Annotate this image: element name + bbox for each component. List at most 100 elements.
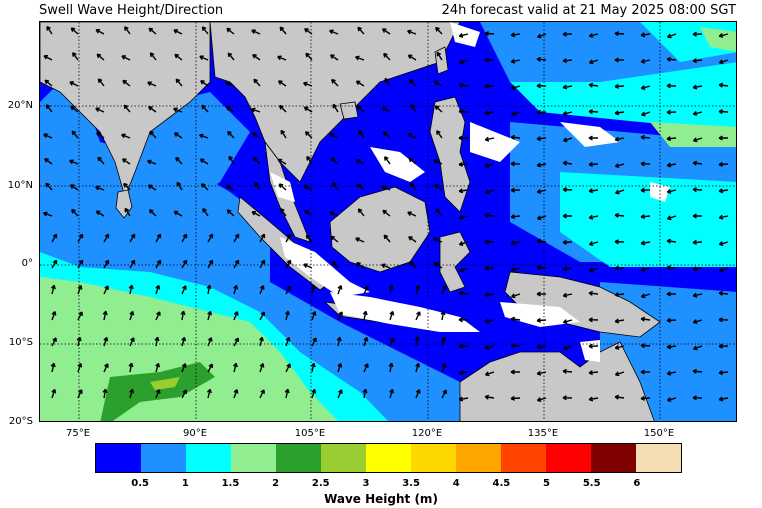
swell-arrow: [588, 396, 599, 402]
colorbar-tick: 5: [543, 478, 551, 489]
swell-arrow: [103, 259, 110, 269]
swell-arrow: [510, 32, 521, 38]
swell-arrow: [719, 267, 729, 273]
swell-arrow: [692, 160, 703, 166]
swell-arrow: [562, 110, 573, 116]
swell-arrow: [641, 111, 651, 117]
swell-arrow: [200, 183, 209, 191]
swell-arrow: [356, 262, 365, 269]
swell-arrow: [692, 368, 703, 374]
swell-arrow: [122, 79, 131, 87]
swell-arrow: [251, 29, 261, 35]
swell-arrow: [97, 156, 105, 165]
swell-arrow: [510, 293, 521, 299]
swell-arrow: [458, 396, 469, 402]
swell-arrow: [692, 110, 703, 116]
swell-arrow: [45, 104, 53, 113]
swell-arrow: [510, 369, 520, 375]
swell-arrow: [615, 189, 625, 195]
colorbar-swatch: [591, 444, 636, 472]
swell-arrow: [614, 163, 625, 169]
swell-arrow: [363, 363, 369, 373]
swell-arrow: [614, 136, 625, 142]
swell-arrow: [128, 362, 134, 373]
swell-arrow: [233, 389, 239, 399]
swell-arrow: [155, 362, 161, 373]
swell-arrow: [199, 55, 209, 61]
swell-arrow: [329, 132, 339, 139]
swell-arrow: [536, 265, 547, 271]
swell-arrow: [562, 292, 573, 298]
swell-arrow: [692, 31, 703, 37]
swell-arrow: [562, 266, 573, 272]
borneo-land: [329, 186, 431, 273]
swell-arrow: [409, 182, 417, 191]
swell-arrow: [458, 161, 469, 167]
swell-arrow: [175, 78, 183, 87]
swell-arrow: [155, 389, 161, 399]
swell-arrow: [441, 285, 447, 295]
swell-arrow: [640, 32, 651, 38]
swell-arrow: [718, 109, 729, 115]
colorbar-tick: 6: [633, 478, 641, 489]
swell-arrow: [484, 239, 495, 245]
swell-arrow: [181, 363, 187, 373]
colorbar-swatch: [501, 444, 546, 472]
swell-arrow: [303, 185, 313, 191]
swell-arrow: [363, 336, 369, 347]
swell-arrow: [355, 237, 365, 243]
swell-arrow: [588, 290, 599, 296]
swell-arrow: [562, 213, 572, 219]
swell-arrow: [77, 259, 84, 269]
swell-arrow: [536, 83, 547, 89]
swell-arrow: [69, 81, 79, 87]
colorbar-title: Wave Height (m): [324, 492, 438, 506]
swell-arrow: [331, 260, 339, 269]
swell-arrow: [433, 159, 443, 165]
swell-arrow: [174, 53, 183, 61]
swell-arrow: [640, 343, 651, 349]
swell-arrow: [458, 241, 469, 247]
swell-arrow: [614, 31, 625, 37]
swell-arrow: [383, 234, 391, 243]
swell-arrow: [640, 369, 650, 375]
swell-arrow: [692, 319, 703, 325]
swell-arrow: [103, 233, 110, 243]
swell-arrow: [129, 388, 135, 399]
colorbar-swatch: [366, 444, 411, 472]
indochina-land: [209, 22, 461, 183]
colorbar-tick: 1.5: [221, 478, 240, 489]
swell-arrow: [70, 105, 79, 113]
swell-arrow: [363, 285, 369, 295]
lat-label-20s: 20°S: [8, 416, 33, 427]
swell-arrow: [337, 389, 343, 399]
swell-arrow: [233, 233, 240, 243]
swell-arrow: [97, 78, 105, 87]
swell-arrow: [562, 160, 573, 166]
swell-arrow: [332, 103, 339, 113]
swell-arrow: [356, 105, 365, 113]
swell-arrow: [511, 111, 521, 117]
swell-arrow: [407, 211, 417, 217]
swell-arrow: [640, 316, 651, 322]
swell-arrow: [227, 130, 235, 139]
swell-arrow: [459, 267, 469, 273]
swell-arrow: [358, 129, 365, 139]
swell-direction-arrows: [43, 25, 729, 403]
swell-arrow: [562, 395, 573, 401]
colorbar-swatch: [141, 444, 186, 472]
swell-arrow: [51, 311, 57, 321]
swell-arrow: [562, 84, 573, 90]
swell-arrow: [718, 161, 729, 167]
colorbar-tick: 2.5: [311, 478, 330, 489]
swell-arrow: [510, 58, 521, 64]
swell-arrow: [337, 362, 343, 373]
colorbar-swatch: [456, 444, 501, 472]
swell-arrow: [225, 184, 235, 191]
swell-arrow: [148, 27, 157, 35]
swell-arrow: [563, 345, 573, 351]
swell-arrow: [458, 135, 468, 141]
swell-arrow: [484, 110, 495, 116]
swell-arrow: [103, 285, 109, 295]
swell-arrow: [614, 318, 625, 324]
